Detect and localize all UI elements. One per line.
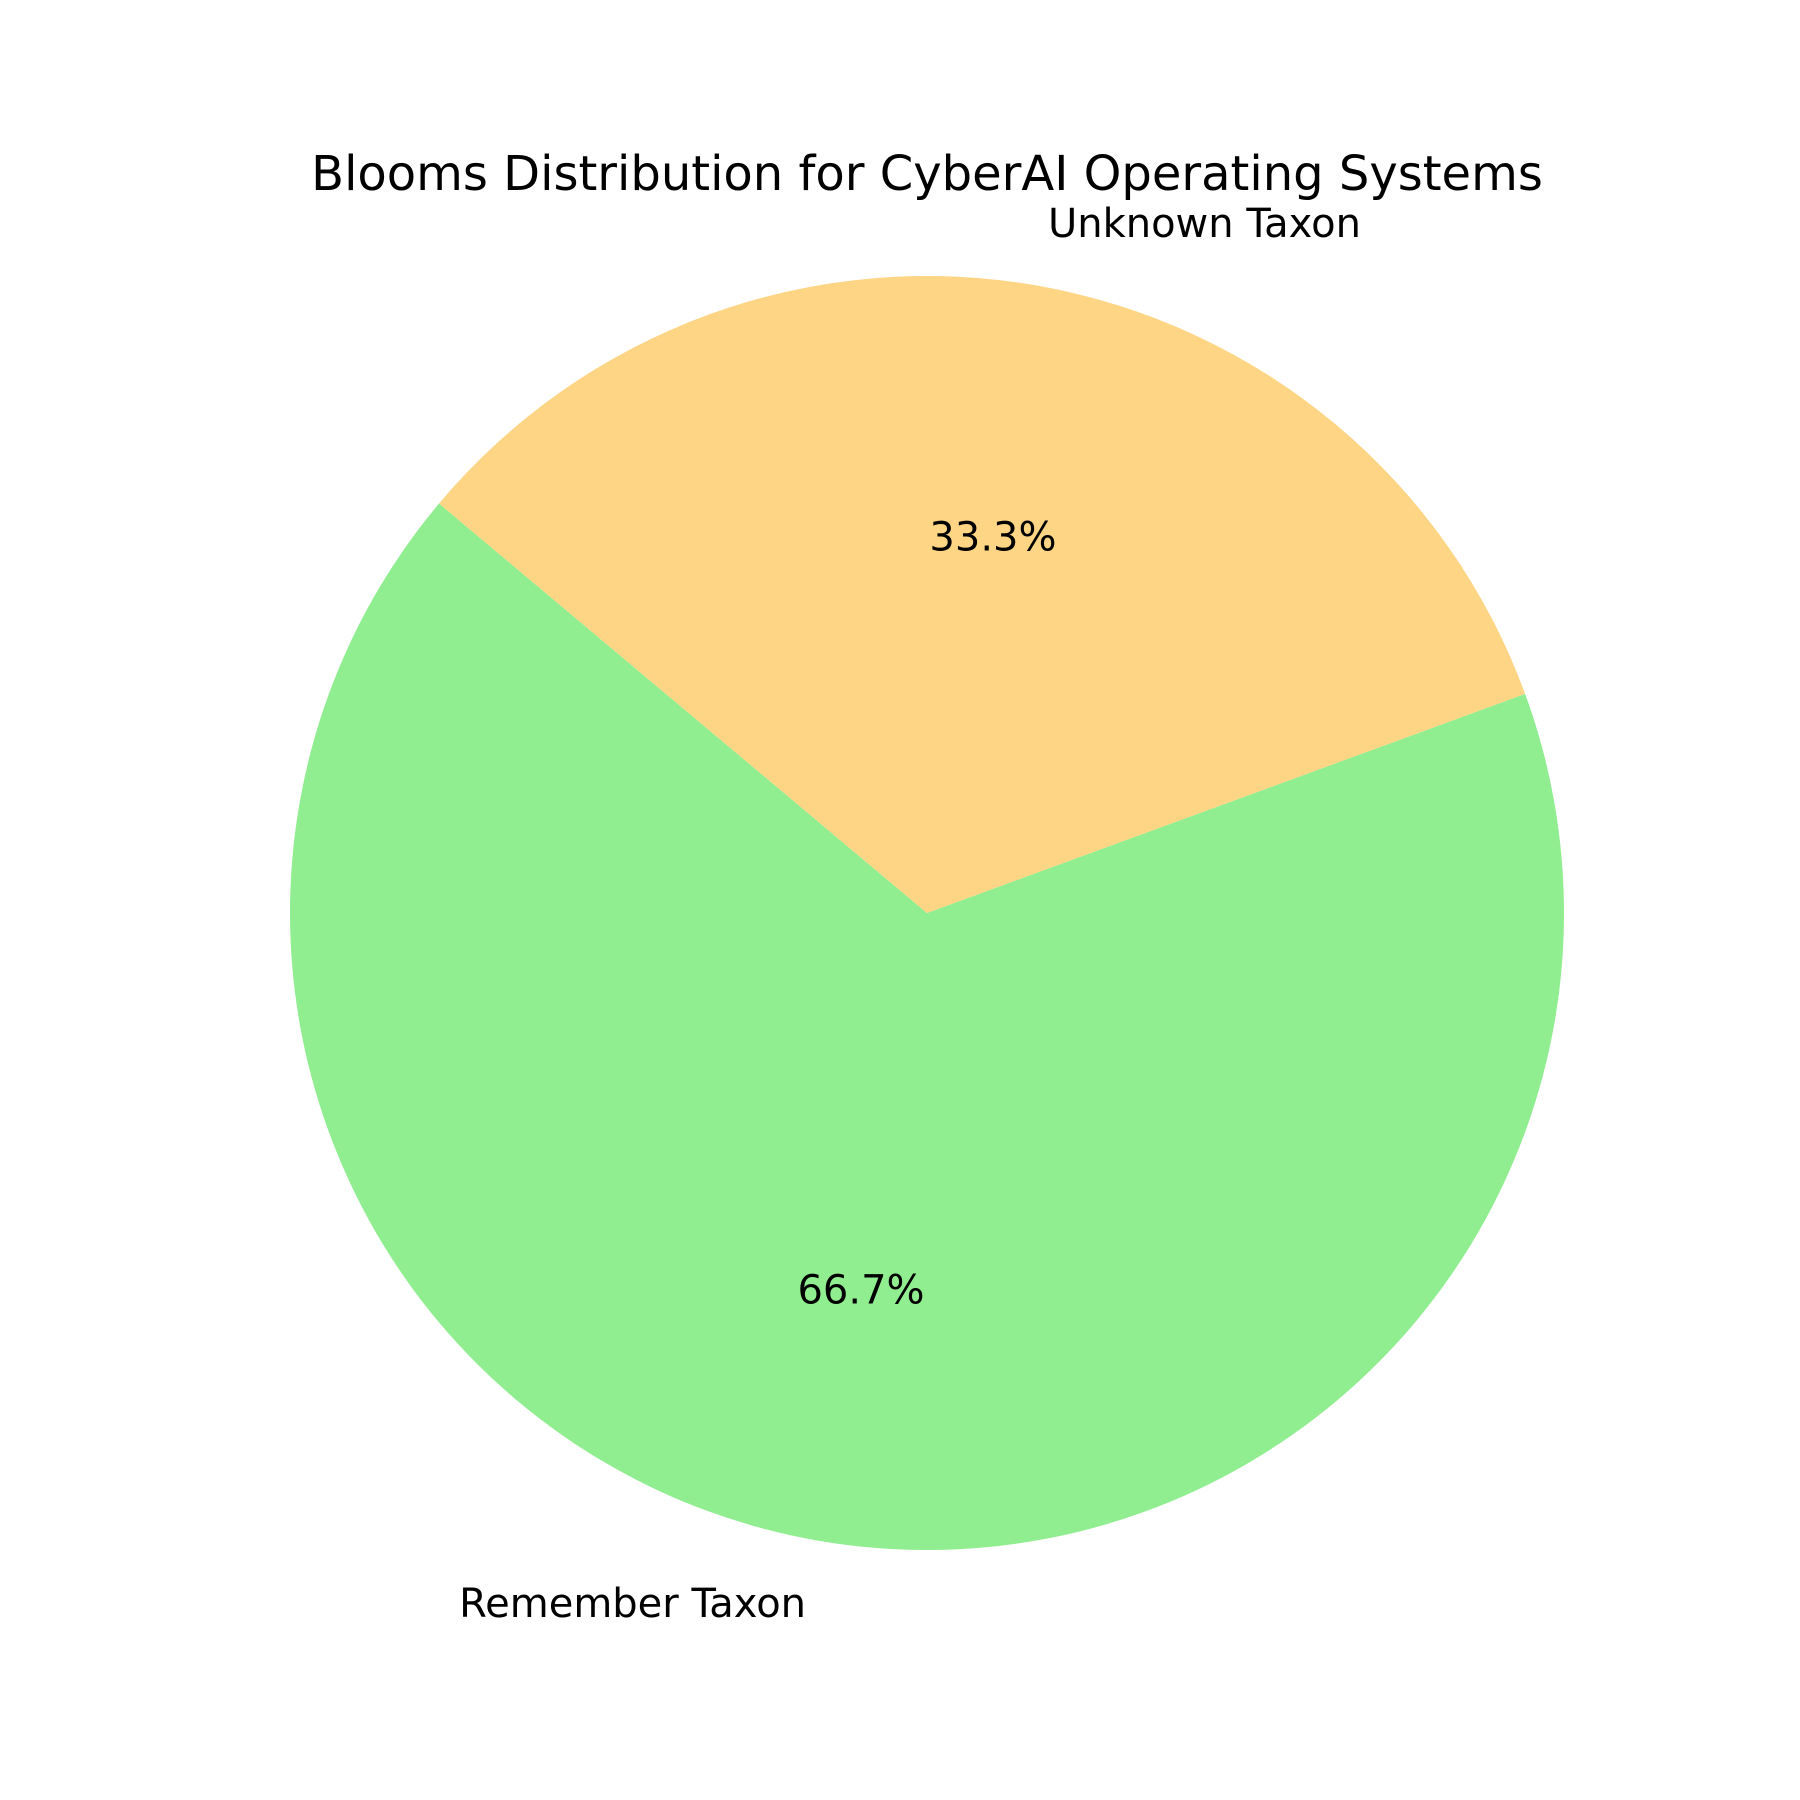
slice-percent-label: 33.3%: [929, 515, 1056, 561]
pie-slice-remember-taxon: [290, 503, 1565, 1550]
chart-title: Blooms Distribution for CyberAI Operatin…: [311, 146, 1543, 202]
slice-label: Unknown Taxon: [1048, 201, 1361, 247]
slices-layer: [290, 276, 1565, 1550]
pie-slice-unknown-taxon: [439, 276, 1526, 914]
slice-percent-label: 66.7%: [797, 1267, 924, 1313]
labels-layer: Remember Taxon 66.7% Unknown Taxon 33.3%: [459, 201, 1361, 1627]
slice-label: Remember Taxon: [459, 1581, 806, 1627]
